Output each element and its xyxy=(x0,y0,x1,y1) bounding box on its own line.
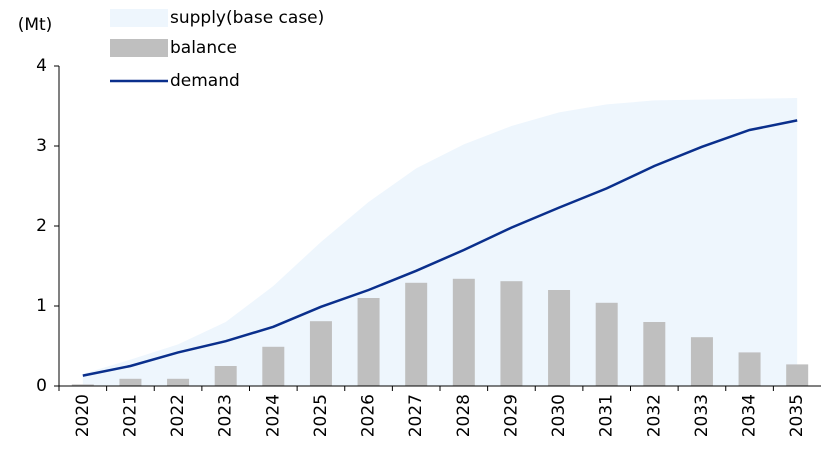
y-tick-label: 2 xyxy=(36,216,47,236)
bar xyxy=(405,282,428,386)
x-tick-label: 2022 xyxy=(168,394,188,437)
x-tick-label: 2030 xyxy=(549,394,569,437)
x-tick-label: 2020 xyxy=(73,394,93,437)
legend-swatch xyxy=(110,9,168,27)
x-tick-label: 2032 xyxy=(644,394,664,437)
x-tick-label: 2035 xyxy=(787,394,807,437)
x-tick-label: 2027 xyxy=(406,394,426,437)
line xyxy=(82,119,798,377)
x-tick-label: 2025 xyxy=(311,394,331,437)
x-tick-label: 2023 xyxy=(216,394,236,437)
y-tick-label: 1 xyxy=(36,296,47,316)
bar xyxy=(357,298,380,386)
x-tick-label: 2026 xyxy=(359,394,379,437)
bar xyxy=(500,281,523,386)
bar xyxy=(690,337,713,386)
bar xyxy=(262,346,285,386)
y-tick-label: 0 xyxy=(36,376,47,396)
x-tick-label: 2021 xyxy=(120,394,140,437)
bar xyxy=(595,302,618,386)
x-tick-label: 2031 xyxy=(597,394,617,437)
bar xyxy=(738,352,761,386)
bar xyxy=(786,364,809,386)
y-axis-label: (Mt) xyxy=(18,15,53,35)
bar xyxy=(71,384,94,386)
bar xyxy=(309,321,332,386)
bar xyxy=(214,366,237,386)
legend-label: supply(base case) xyxy=(170,8,324,28)
legend-swatch xyxy=(110,39,168,57)
x-tick-label: 2028 xyxy=(454,394,474,437)
area xyxy=(82,98,798,386)
bar xyxy=(548,290,571,386)
x-tick-label: 2034 xyxy=(740,394,760,437)
y-tick-label: 3 xyxy=(36,136,47,156)
legend-label: balance xyxy=(170,38,237,58)
bar xyxy=(167,378,190,386)
legend-label: demand xyxy=(170,71,240,91)
bar xyxy=(119,378,142,386)
bar xyxy=(452,278,475,386)
y-tick-label: 4 xyxy=(36,56,47,76)
x-tick-label: 2024 xyxy=(263,394,283,437)
x-tick-label: 2029 xyxy=(501,394,521,437)
x-tick-label: 2033 xyxy=(692,394,712,437)
bar xyxy=(643,322,666,386)
